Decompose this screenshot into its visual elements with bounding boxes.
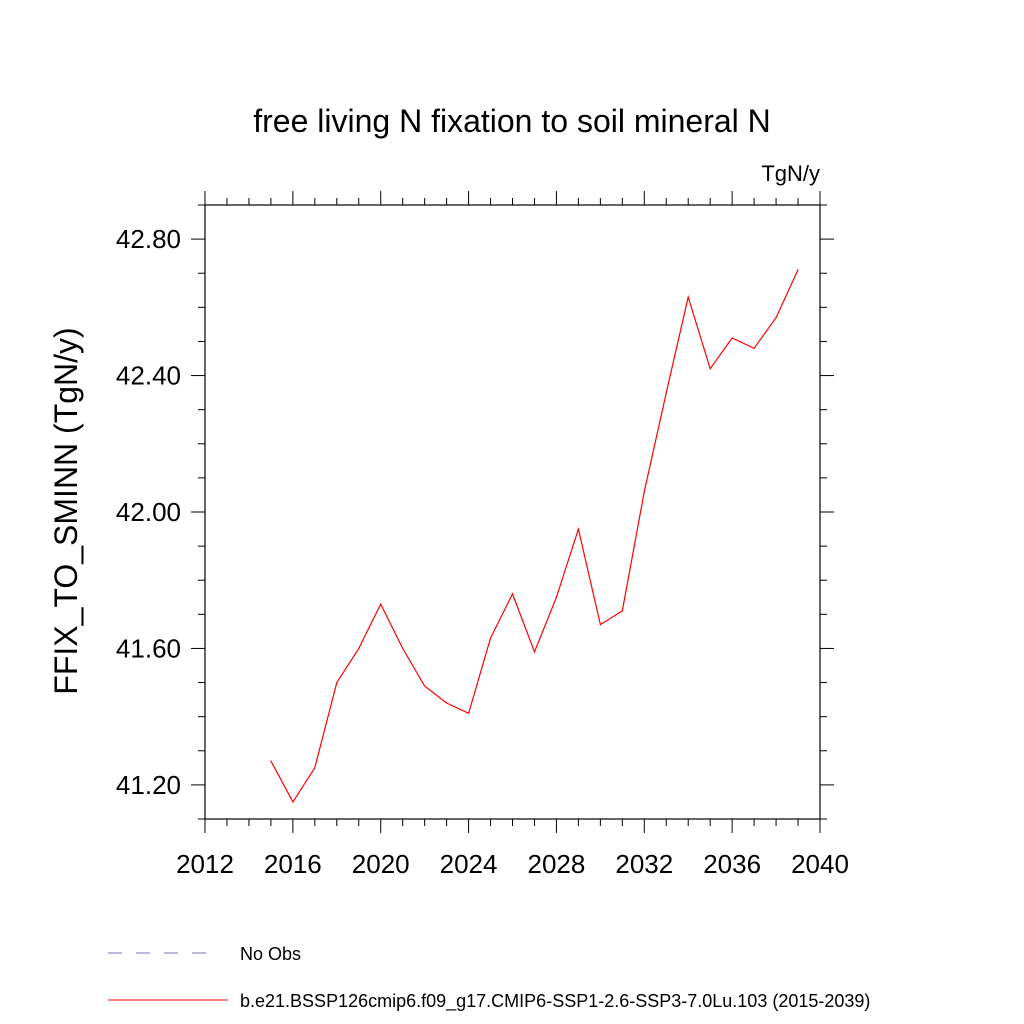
y-tick-label: 42.00 <box>116 497 181 527</box>
series-point <box>402 647 404 650</box>
series-point <box>489 637 492 639</box>
series-point <box>511 593 514 595</box>
axis-ticks <box>191 191 834 833</box>
x-tick-label: 2020 <box>352 849 410 879</box>
series-point <box>424 685 426 687</box>
series-point <box>555 596 558 598</box>
series-point <box>665 392 667 394</box>
x-tick-label: 2016 <box>264 849 322 879</box>
x-tick-label: 2012 <box>176 849 234 879</box>
series-point <box>643 490 645 493</box>
series-point <box>270 760 272 762</box>
x-tick-label: 2036 <box>703 849 761 879</box>
y-tick-label: 42.80 <box>116 224 181 254</box>
y-tick-label: 41.20 <box>116 770 181 800</box>
legend-label-no-obs: No Obs <box>240 944 301 964</box>
chart-title: free living N fixation to soil mineral N <box>253 103 771 139</box>
series-point <box>468 712 470 714</box>
series-point <box>358 647 360 650</box>
units-label: TgN/y <box>761 161 820 186</box>
series-point <box>621 610 623 612</box>
x-tick-label: 2028 <box>528 849 586 879</box>
x-tick-label: 2040 <box>791 849 849 879</box>
series-point <box>314 767 316 769</box>
series-layer <box>270 269 799 804</box>
y-axis-label: FFIX_TO_SMINN (TgN/y) <box>48 327 84 694</box>
y-tick-label: 41.60 <box>116 633 181 663</box>
y-tick-label: 42.40 <box>116 361 181 391</box>
series-point <box>599 624 602 626</box>
series-point <box>709 368 711 370</box>
legend-label-model-run: b.e21.BSSP126cmip6.f09_g17.CMIP6-SSP1-2.… <box>240 991 870 1012</box>
series-line <box>270 269 799 804</box>
series-point <box>775 317 777 319</box>
series-point <box>731 337 733 339</box>
series-point <box>380 603 382 605</box>
series-point <box>533 651 536 653</box>
series-point <box>577 528 580 530</box>
series-point <box>292 801 294 803</box>
plot-frame <box>204 204 821 820</box>
legend: No Obs b.e21.BSSP126cmip6.f09_g17.CMIP6-… <box>108 944 870 1012</box>
series-point <box>753 347 755 349</box>
series-point <box>336 682 338 684</box>
x-tick-label: 2024 <box>440 849 498 879</box>
series-point <box>687 296 689 298</box>
x-tick-label: 2032 <box>615 849 673 879</box>
axis-tick-labels: 2012 2016 2020 2024 2028 2032 2036 2040 41.20 41.… <box>116 224 849 879</box>
series-point <box>446 702 448 704</box>
series-point <box>797 269 799 271</box>
